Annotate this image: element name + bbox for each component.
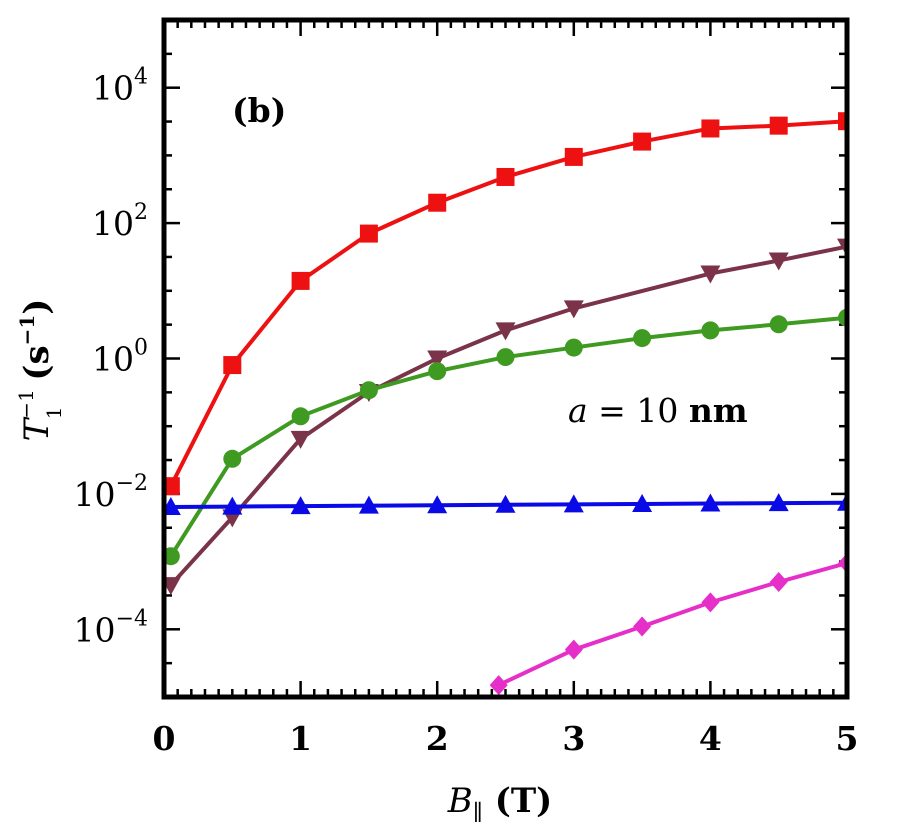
data-point bbox=[701, 592, 720, 613]
x-tick-labels: 0 1 2 3 4 5 bbox=[153, 719, 859, 758]
data-point bbox=[358, 495, 379, 514]
x-tick-label: 2 bbox=[426, 719, 449, 758]
series-2 bbox=[164, 308, 847, 566]
y-tick-label: 10−4 bbox=[74, 606, 148, 649]
data-point bbox=[496, 167, 515, 186]
data-point bbox=[564, 147, 583, 166]
panel-label: (b) bbox=[232, 91, 286, 130]
y-tick-label: 104 bbox=[92, 65, 148, 108]
data-point bbox=[768, 252, 789, 271]
data-point bbox=[769, 315, 788, 334]
data-point bbox=[495, 494, 516, 513]
data-point bbox=[359, 224, 378, 243]
x-tick-label: 4 bbox=[699, 719, 722, 758]
y-tick-label: 102 bbox=[92, 200, 148, 243]
data-point bbox=[838, 112, 847, 131]
data-point bbox=[427, 350, 448, 369]
x-tick-label: 0 bbox=[153, 719, 176, 758]
data-point bbox=[769, 571, 788, 592]
x-tick-label: 1 bbox=[289, 719, 312, 758]
data-point bbox=[563, 300, 584, 319]
series-0 bbox=[164, 112, 847, 496]
x-tick-label: 3 bbox=[562, 719, 585, 758]
data-point bbox=[164, 497, 181, 516]
data-point bbox=[164, 547, 180, 566]
data-point bbox=[768, 493, 789, 512]
plot-frame bbox=[161, 17, 850, 700]
data-point bbox=[496, 348, 515, 367]
data-point bbox=[222, 496, 243, 515]
data-point bbox=[223, 356, 242, 375]
series-4 bbox=[489, 553, 847, 696]
data-point bbox=[701, 321, 720, 340]
y-axis-label: T−1 1 (s−1) bbox=[14, 299, 66, 442]
series-line bbox=[497, 561, 847, 687]
data-point bbox=[700, 493, 721, 512]
data-point bbox=[164, 477, 180, 496]
x-axis-label: B∥ (T) bbox=[447, 781, 552, 826]
series-line bbox=[169, 244, 847, 587]
data-point bbox=[633, 616, 652, 637]
data-point bbox=[489, 675, 508, 696]
data-point bbox=[290, 430, 311, 449]
data-point bbox=[291, 271, 310, 290]
series-3 bbox=[164, 492, 847, 516]
y-tick-label: 100 bbox=[92, 336, 148, 379]
data-point bbox=[632, 493, 653, 512]
data-point bbox=[769, 116, 788, 135]
data-point bbox=[495, 322, 516, 341]
data-point bbox=[164, 577, 181, 596]
data-point bbox=[564, 338, 583, 357]
data-point bbox=[563, 494, 584, 513]
data-point bbox=[427, 495, 448, 514]
data-point bbox=[290, 496, 311, 515]
data-point bbox=[359, 381, 378, 400]
data-point bbox=[223, 449, 242, 468]
data-point bbox=[633, 329, 652, 348]
x-tick-label: 5 bbox=[836, 719, 859, 758]
data-point bbox=[291, 407, 310, 426]
series-layer bbox=[164, 112, 847, 696]
data-point bbox=[428, 193, 447, 212]
data-point bbox=[701, 119, 720, 138]
y-tick-label: 10−2 bbox=[74, 471, 148, 514]
data-point bbox=[428, 362, 447, 381]
data-point bbox=[700, 265, 721, 284]
y-tick-labels: 104 102 100 10−2 10−4 bbox=[74, 65, 148, 650]
data-point bbox=[633, 132, 652, 151]
annotation: a = 10 nm bbox=[568, 391, 748, 430]
data-point bbox=[564, 639, 583, 660]
